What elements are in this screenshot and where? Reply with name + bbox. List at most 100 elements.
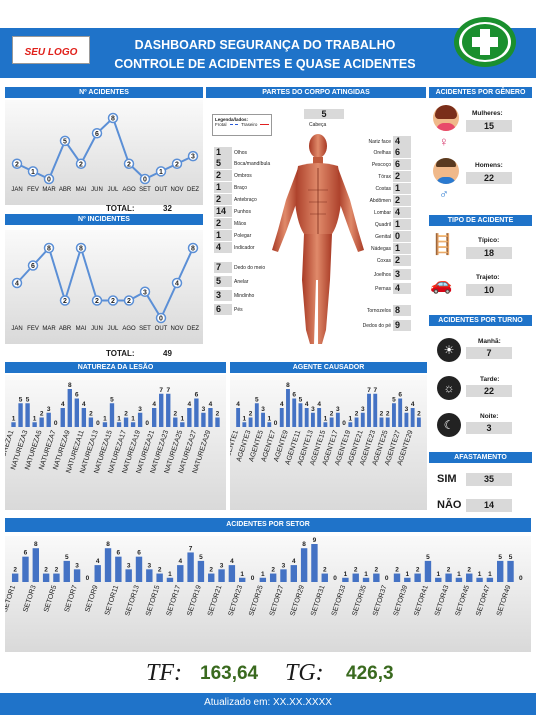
body-part-value: 1 xyxy=(214,182,232,193)
bar-value-label: 2 xyxy=(124,411,128,418)
body-part-label: Tórax xyxy=(378,174,391,180)
sim-value: 35 xyxy=(466,473,512,486)
body-part-label: Coxas xyxy=(376,258,391,264)
bar-value-label: 2 xyxy=(380,411,384,418)
bar xyxy=(115,556,122,582)
bar-value-label: 2 xyxy=(354,567,358,574)
body-part-label: Polegar xyxy=(234,233,252,239)
bar-value-label: 1 xyxy=(243,415,247,422)
x-tick-label: JUL xyxy=(108,326,119,332)
tarde-value: 22 xyxy=(466,385,512,397)
data-label: 2 xyxy=(79,161,83,168)
legend-front-line xyxy=(229,124,239,125)
body-part-value: 6 xyxy=(393,147,411,158)
bar-value-label: 4 xyxy=(61,401,65,408)
x-tick-label: SETOR17 xyxy=(166,584,183,616)
bar-value-label: 8 xyxy=(34,541,38,548)
bar xyxy=(159,393,164,427)
bar xyxy=(290,565,297,582)
bar-value-label: 4 xyxy=(178,558,182,565)
bar xyxy=(32,548,39,582)
body-part-value: 9 xyxy=(393,320,411,331)
bar-value-label: 4 xyxy=(188,401,192,408)
body-part-value: 2 xyxy=(393,195,411,206)
incidentes-line-chart: 4 6 8 2 8 2 2 2 3 0 4 8 JAN FEV MAR ABR MAI JUN JUL AGO SET O… xyxy=(11,242,199,332)
body-part-label: Tornozelos xyxy=(366,308,391,314)
bar-value-label: 2 xyxy=(416,567,420,574)
data-label: 3 xyxy=(143,289,147,296)
bar-value-label: 3 xyxy=(361,406,365,413)
bar xyxy=(187,408,192,427)
ladder-fall-icon: 🪜 xyxy=(430,234,455,256)
noite-value: 3 xyxy=(466,422,512,434)
sunset-icon: ☼ xyxy=(437,376,461,400)
data-label: 2 xyxy=(95,298,99,305)
bar-value-label: 3 xyxy=(127,562,131,569)
bar xyxy=(63,560,70,582)
x-tick-label: FEV xyxy=(27,326,39,332)
bar xyxy=(404,577,411,582)
bar-value-label: 2 xyxy=(447,567,451,574)
manha-label: Manhã: xyxy=(478,338,501,345)
data-point xyxy=(43,242,55,254)
bar-value-label: 0 xyxy=(385,575,389,582)
bar-value-label: 2 xyxy=(209,567,213,574)
bar xyxy=(348,422,353,427)
incidentes-total-label: TOTAL: xyxy=(106,349,135,358)
bar-value-label: 0 xyxy=(251,575,255,582)
bar xyxy=(177,565,184,582)
body-part-label: Pernas xyxy=(375,286,391,292)
bar xyxy=(194,398,199,427)
x-tick-label: SETOR7 xyxy=(64,584,79,613)
bar-value-label: 4 xyxy=(280,401,284,408)
updated-text: Atualizado em: XX.XX.XXXX xyxy=(204,697,332,708)
bar xyxy=(292,398,297,427)
body-part-label: Antebraço xyxy=(234,197,257,203)
bar xyxy=(32,422,37,427)
bar-value-label: 2 xyxy=(13,567,17,574)
bar-value-label: 8 xyxy=(106,541,110,548)
bar-value-label: 0 xyxy=(54,420,58,427)
data-label: 2 xyxy=(175,161,179,168)
bar-value-label: 5 xyxy=(65,554,69,561)
bar-value-label: 2 xyxy=(355,411,359,418)
bar-value-label: 2 xyxy=(173,411,177,418)
data-label: 8 xyxy=(79,246,83,253)
body-part-value: 6 xyxy=(214,304,232,315)
body-part-label: Nariz face xyxy=(368,139,391,145)
bar xyxy=(404,412,409,427)
bar xyxy=(280,569,287,582)
bar xyxy=(435,577,442,582)
bar xyxy=(393,573,401,582)
bar xyxy=(22,556,29,582)
x-tick-label: SETOR15 xyxy=(145,584,162,616)
bar xyxy=(373,393,378,427)
bar-value-label: 3 xyxy=(336,406,340,413)
x-tick-label: ABR xyxy=(59,326,72,332)
data-label: 2 xyxy=(111,298,115,305)
bar xyxy=(187,552,194,582)
bar xyxy=(156,573,163,582)
body-part-value: 2 xyxy=(214,194,232,205)
x-tick-label: SETOR33 xyxy=(331,584,348,616)
tf-value: 163,64 xyxy=(200,663,259,684)
bar-value-label: 4 xyxy=(305,401,309,408)
data-point xyxy=(123,295,135,306)
bar xyxy=(39,417,44,427)
x-tick-label: MAR xyxy=(42,187,56,193)
bar xyxy=(236,408,241,427)
body-part-value: 3 xyxy=(393,269,411,280)
bar-value-label: 3 xyxy=(47,406,51,413)
bar-value-label: 6 xyxy=(24,550,28,557)
body-part-label: Pés xyxy=(234,307,243,313)
bar xyxy=(354,417,359,427)
bar xyxy=(466,573,473,582)
data-point xyxy=(187,242,199,254)
bar-value-label: 6 xyxy=(137,550,141,557)
bar-value-label: 1 xyxy=(240,571,244,578)
x-tick-label: SETOR27 xyxy=(269,584,286,616)
bar xyxy=(180,422,185,427)
bar xyxy=(135,556,143,582)
bar-value-label: 5 xyxy=(19,396,23,403)
data-point xyxy=(75,242,87,254)
